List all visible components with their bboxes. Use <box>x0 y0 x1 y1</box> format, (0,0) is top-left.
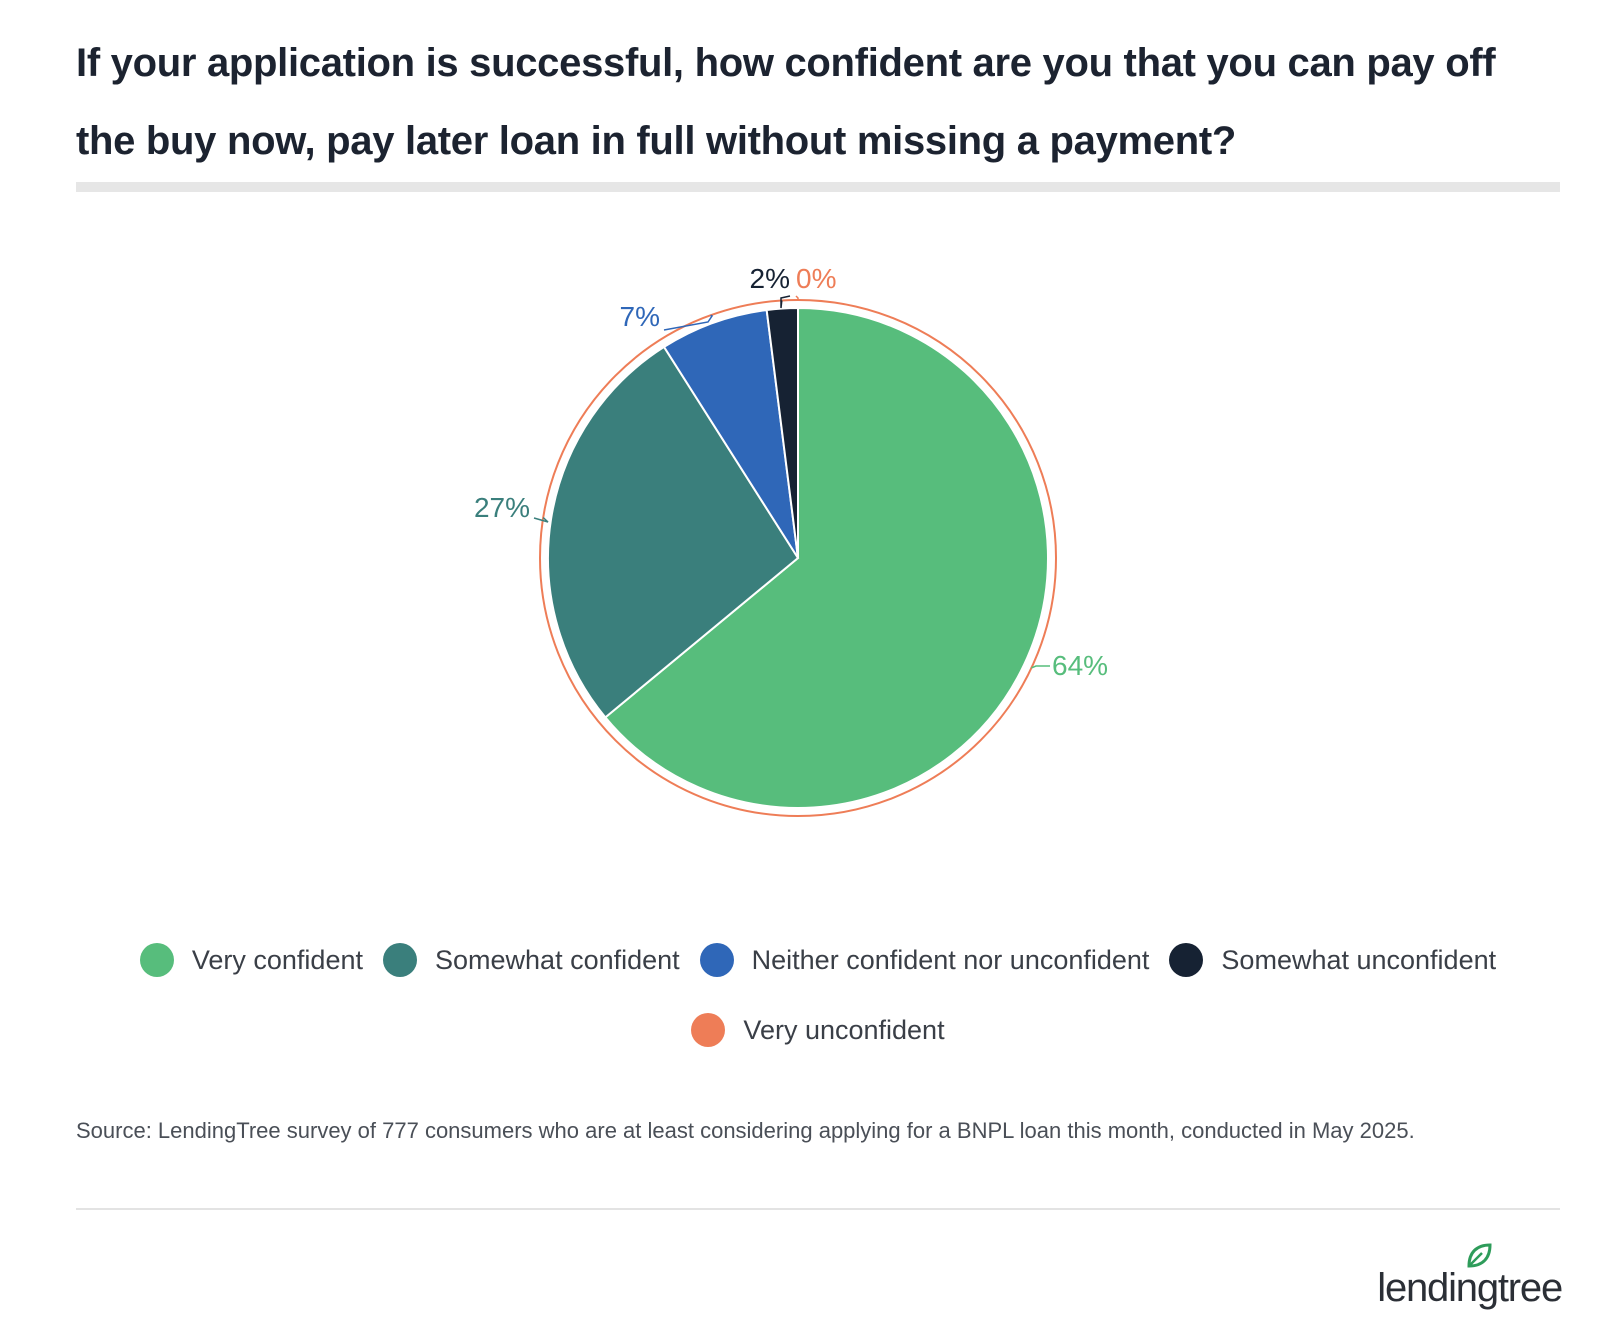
data-label: 27% <box>474 492 530 523</box>
pie-data-labels: 64% 27% 7% 2% 0% <box>474 263 1108 681</box>
legend-swatch <box>139 943 174 977</box>
leader-line <box>780 295 791 309</box>
legend-item: Somewhat unconfident <box>1169 940 1496 980</box>
title-divider <box>76 182 1560 192</box>
leader-line <box>663 314 714 331</box>
pie-slice-neither-confident-nor-unconfident <box>662 308 799 559</box>
chart-legend: Very confident Somewhat confident Neither … <box>76 940 1560 1050</box>
legend-label: Somewhat confident <box>435 944 680 975</box>
pie-slice-very-confident <box>603 306 1049 809</box>
pie-chart-area: 64% 27% 7% 2% 0% <box>0 200 1608 880</box>
legend-item: Very unconfident <box>691 1010 945 1050</box>
data-label: 64% <box>1052 650 1108 681</box>
legend-swatch <box>383 943 417 977</box>
legend-label: Neither confident nor unconfident <box>751 944 1150 975</box>
legend-item: Very confident <box>139 940 363 980</box>
brand-logo: lendingtree <box>1377 1240 1563 1310</box>
data-label: 7% <box>620 301 660 332</box>
pie-chart: 64% 27% 7% 2% 0% <box>474 263 1108 817</box>
legend-label: Very unconfident <box>743 1014 945 1045</box>
legend-swatch <box>691 1013 726 1047</box>
legend-swatch <box>1169 943 1204 977</box>
leader-line <box>1031 665 1050 669</box>
pie-leader-lines <box>533 295 1050 669</box>
legend-item: Neither confident nor unconfident <box>699 940 1150 980</box>
legend-label: Somewhat unconfident <box>1221 944 1497 975</box>
pie-slice-somewhat-unconfident <box>765 306 799 559</box>
legend-swatch <box>699 943 734 977</box>
data-label: 2% <box>750 263 790 294</box>
brand-wordmark: lendingtree <box>1377 1243 1563 1310</box>
data-label: 0% <box>796 263 836 294</box>
leaf-icon <box>1467 1243 1492 1268</box>
legend-label: Very confident <box>191 944 363 975</box>
leader-line <box>795 295 799 300</box>
brand-name: lendingtree <box>1377 1266 1563 1310</box>
source-note: Source: LendingTree survey of 777 consum… <box>76 1118 1415 1143</box>
pie-slices <box>539 299 1057 817</box>
pie-slice-somewhat-confident <box>547 345 800 719</box>
footer-divider <box>76 1208 1560 1210</box>
leader-line <box>533 517 549 523</box>
chart-title: If your application is successful, how c… <box>76 41 1496 163</box>
legend-item: Somewhat confident <box>383 940 680 980</box>
